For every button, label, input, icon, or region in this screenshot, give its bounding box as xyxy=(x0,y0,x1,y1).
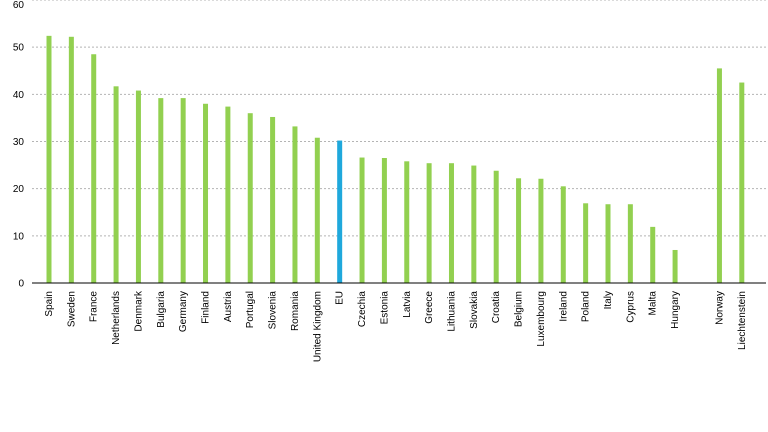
bar-finland xyxy=(203,103,209,284)
bar-united-kingdom xyxy=(314,137,320,283)
y-tick-label: 20 xyxy=(13,184,25,195)
x-category-label: Greece xyxy=(424,291,435,324)
bar-czechia xyxy=(359,157,365,283)
x-category-label: Ireland xyxy=(558,291,569,322)
x-category-label: Italy xyxy=(603,291,614,309)
bar-hungary xyxy=(672,249,678,283)
x-axis-category-labels: Spain Sweden France Netherlands Denmark Bulga… xyxy=(44,290,748,362)
x-category-label: Hungary xyxy=(670,291,681,329)
y-tick-label: 0 xyxy=(18,279,24,290)
x-category-label: Estonia xyxy=(379,291,390,325)
x-category-label: Netherlands xyxy=(111,291,122,345)
bar-poland xyxy=(583,203,589,283)
y-tick-label: 50 xyxy=(13,43,25,54)
x-category-label: United Kingdom xyxy=(312,291,323,362)
x-category-label: Malta xyxy=(648,291,659,316)
y-tick-label: 60 xyxy=(13,0,25,11)
bar-greece xyxy=(426,163,432,283)
bar-spain xyxy=(46,35,52,284)
x-category-label: Portugal xyxy=(245,291,256,328)
x-category-label: Czechia xyxy=(357,291,368,328)
x-category-label: France xyxy=(89,291,100,323)
bar-malta xyxy=(650,226,656,283)
bar-austria xyxy=(225,106,231,283)
bar-romania xyxy=(292,126,298,283)
bar-croatia xyxy=(493,170,499,283)
x-category-label: Cyprus xyxy=(625,291,636,323)
x-category-label: Poland xyxy=(581,291,592,322)
bar-ireland xyxy=(560,186,566,283)
x-category-label: Belgium xyxy=(514,291,525,327)
bar-sweden xyxy=(68,36,74,283)
y-axis-tick-labels: 0 10 20 30 40 50 60 xyxy=(13,0,25,290)
bar-luxembourg xyxy=(538,178,544,283)
y-tick-label: 40 xyxy=(13,90,25,101)
bar-denmark xyxy=(135,90,141,283)
x-category-label: Lithuania xyxy=(446,291,457,332)
gridlines xyxy=(32,0,766,237)
bar-france xyxy=(91,54,97,283)
x-category-label: Denmark xyxy=(133,290,144,332)
x-category-label: Slovenia xyxy=(268,291,279,330)
bar-cyprus xyxy=(627,204,633,283)
x-category-label: Austria xyxy=(223,291,234,323)
x-category-label: Germany xyxy=(178,291,189,332)
bar-portugal xyxy=(247,113,253,283)
bar-bulgaria xyxy=(158,98,164,284)
x-category-label: Luxembourg xyxy=(536,291,547,347)
x-category-label: Finland xyxy=(201,291,212,324)
x-category-label: Bulgaria xyxy=(156,291,167,328)
bar-italy xyxy=(605,204,611,283)
x-category-label: Sweden xyxy=(66,291,77,327)
x-category-label: Latvia xyxy=(402,291,413,318)
x-category-label: Spain xyxy=(44,291,55,317)
x-category-label: Liechtenstein xyxy=(737,291,748,350)
bar-eu xyxy=(337,140,343,283)
y-tick-label: 30 xyxy=(13,137,25,148)
x-category-label: Croatia xyxy=(491,291,502,324)
bar-liechtenstein xyxy=(739,82,745,284)
bar-latvia xyxy=(404,161,410,283)
x-category-label: Slovakia xyxy=(469,291,480,329)
bar-slovenia xyxy=(270,116,276,284)
x-category-label: Romania xyxy=(290,291,301,331)
bar-belgium xyxy=(516,178,522,283)
y-tick-label: 10 xyxy=(13,231,25,242)
bar-netherlands xyxy=(113,86,119,283)
bar-slovakia xyxy=(471,165,477,283)
bars xyxy=(46,35,745,284)
bar-norway xyxy=(716,68,722,284)
bar-estonia xyxy=(381,158,387,283)
bar-germany xyxy=(180,98,186,284)
bar-lithuania xyxy=(448,163,454,283)
x-category-label: EU xyxy=(335,291,346,305)
x-category-label: Norway xyxy=(714,291,725,325)
